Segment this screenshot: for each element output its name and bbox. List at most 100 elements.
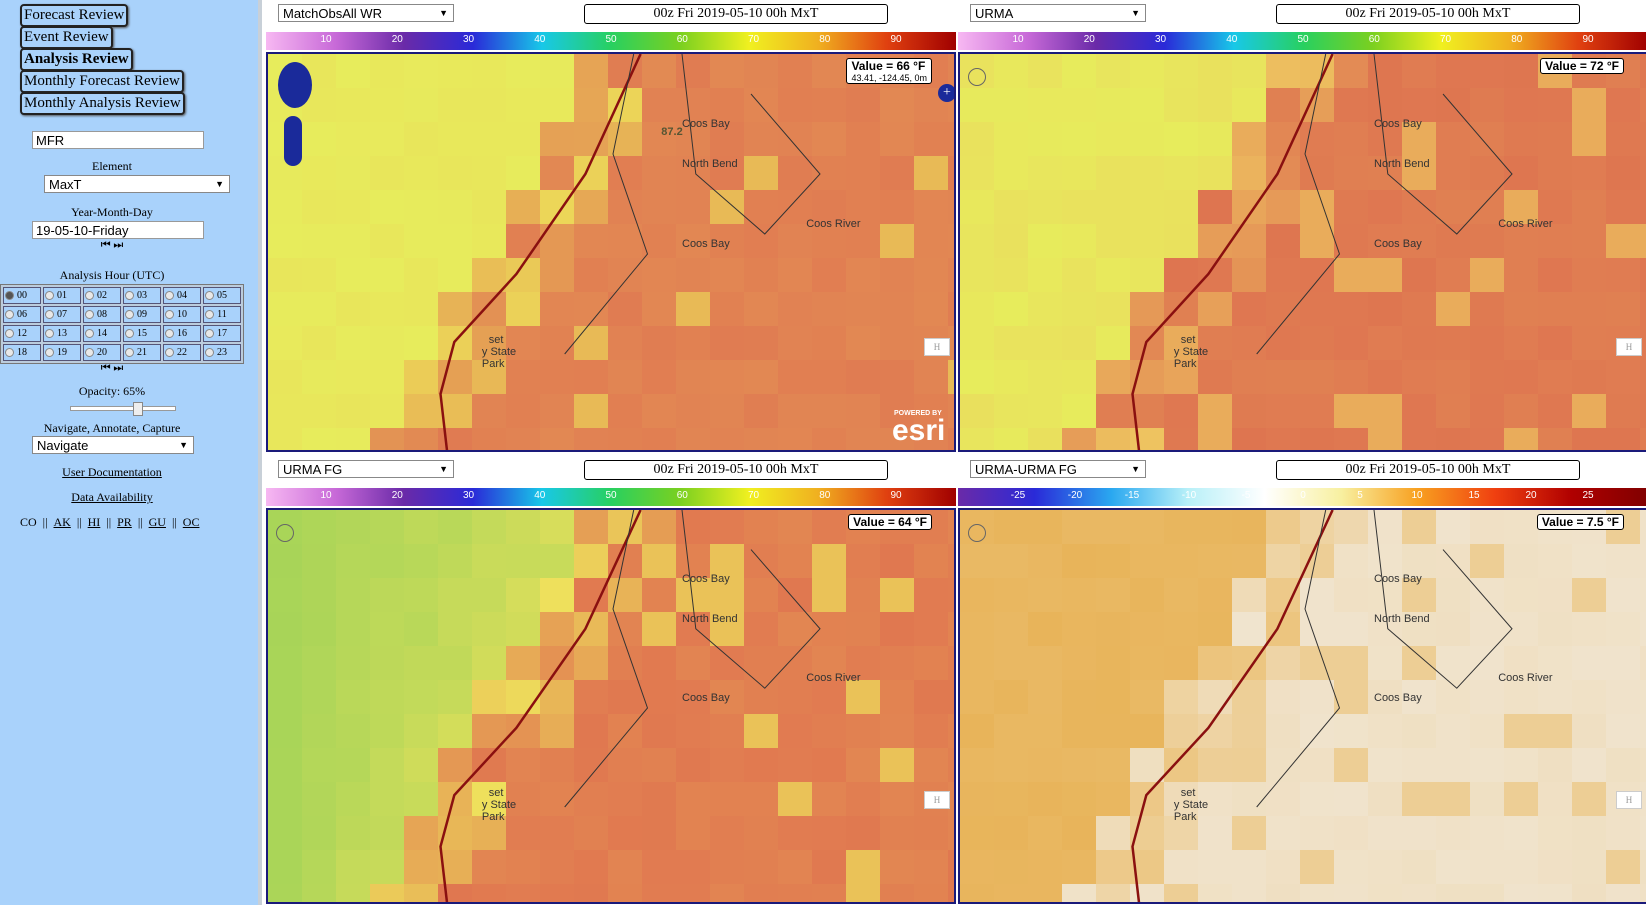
region-link[interactable]: AK [53, 515, 71, 529]
radio[interactable] [5, 329, 14, 338]
layer-select[interactable]: URMA-URMA FG [970, 460, 1146, 478]
marker-h: H [924, 338, 950, 356]
map-cell [540, 292, 574, 326]
layer-select[interactable]: URMA FG [278, 460, 454, 478]
map-cell [1266, 428, 1300, 450]
locate-button[interactable] [968, 68, 986, 86]
layer-select[interactable]: MatchObsAll WR [278, 4, 454, 22]
map-cell [1436, 54, 1470, 88]
hour-option[interactable]: 21 [123, 344, 161, 361]
map-panel: URMA FG 00z Fri 2019-05-10 00h MxT 10 20 30 4… [266, 456, 956, 905]
region-link[interactable]: OC [182, 515, 200, 529]
hour-option[interactable]: 20 [83, 344, 121, 361]
hour-option[interactable]: 04 [163, 287, 201, 304]
map-cell [1368, 612, 1402, 646]
map-cell [1402, 714, 1436, 748]
hour-option[interactable]: 03 [123, 287, 161, 304]
mode-select[interactable]: Navigate [32, 436, 194, 454]
hour-option[interactable]: 19 [43, 344, 81, 361]
radio[interactable] [205, 348, 214, 357]
radio[interactable] [165, 348, 174, 357]
map-cell [336, 88, 370, 122]
doc-link[interactable]: User Documentation [62, 465, 162, 479]
hour-option[interactable]: 22 [163, 344, 201, 361]
map-cell [960, 326, 994, 360]
map-cell [1062, 578, 1096, 612]
map-cell [994, 190, 1028, 224]
hour-option[interactable]: 18 [3, 344, 41, 361]
region-link[interactable]: CO [20, 515, 37, 529]
add-button[interactable]: + [938, 84, 954, 102]
nav-button[interactable]: Forecast Review [20, 4, 129, 27]
map-cell [472, 680, 506, 714]
hour-option[interactable]: 14 [83, 325, 121, 342]
hour-option[interactable]: 09 [123, 306, 161, 323]
radio[interactable] [125, 310, 134, 319]
locate-button[interactable] [968, 524, 986, 542]
region-link[interactable]: GU [148, 515, 166, 529]
hour-option[interactable]: 01 [43, 287, 81, 304]
date-input[interactable]: 19-05-10-Friday [32, 221, 204, 239]
radio[interactable] [45, 291, 54, 300]
radio[interactable] [85, 348, 94, 357]
radio[interactable] [5, 310, 14, 319]
hour-option[interactable]: 08 [83, 306, 121, 323]
site-input[interactable]: MFR [32, 131, 204, 149]
map-cell [608, 224, 642, 258]
map-cell [710, 612, 744, 646]
radio[interactable] [165, 310, 174, 319]
radio[interactable] [5, 348, 14, 357]
region-link[interactable]: HI [87, 515, 101, 529]
region-link[interactable]: PR [117, 515, 132, 529]
radio[interactable] [85, 310, 94, 319]
map-cell [1300, 748, 1334, 782]
layer-select[interactable]: URMA [970, 4, 1146, 22]
hour-option[interactable]: 05 [203, 287, 241, 304]
radio[interactable] [125, 348, 134, 357]
hour-option[interactable]: 16 [163, 325, 201, 342]
hour-option[interactable]: 11 [203, 306, 241, 323]
place-label: Coos Bay [682, 573, 730, 586]
hour-option[interactable]: 23 [203, 344, 241, 361]
map-cell [1470, 544, 1504, 578]
element-select[interactable]: MaxT [44, 175, 230, 193]
radio[interactable] [85, 329, 94, 338]
map-cell [1368, 884, 1402, 902]
hour-option[interactable]: 10 [163, 306, 201, 323]
hour-option[interactable]: 00 [3, 287, 41, 304]
hour-option[interactable]: 13 [43, 325, 81, 342]
hour-option[interactable]: 15 [123, 325, 161, 342]
radio[interactable] [125, 329, 134, 338]
radio[interactable] [205, 329, 214, 338]
radio[interactable] [125, 291, 134, 300]
hour-option[interactable]: 07 [43, 306, 81, 323]
locate-button[interactable] [276, 524, 294, 542]
hour-option[interactable]: 12 [3, 325, 41, 342]
map-cell [1470, 612, 1504, 646]
radio[interactable] [165, 329, 174, 338]
place-label: Coos Bay [1374, 573, 1422, 586]
zoom-control[interactable] [284, 116, 302, 166]
radio[interactable] [165, 291, 174, 300]
nav-button[interactable]: Analysis Review [20, 48, 133, 71]
nav-button[interactable]: Monthly Analysis Review [20, 92, 185, 115]
nav-button[interactable]: Event Review [20, 26, 113, 49]
radio[interactable] [45, 310, 54, 319]
doc-link[interactable]: Data Availability [71, 490, 153, 504]
opacity-slider[interactable] [70, 402, 176, 416]
map-image [268, 510, 954, 902]
map-cell [268, 360, 302, 394]
hour-option[interactable]: 06 [3, 306, 41, 323]
radio[interactable] [205, 310, 214, 319]
radio[interactable] [45, 329, 54, 338]
radio[interactable] [205, 291, 214, 300]
hour-option[interactable]: 17 [203, 325, 241, 342]
map-cell [438, 748, 472, 782]
nav-control[interactable] [278, 62, 312, 108]
radio[interactable] [5, 291, 14, 300]
radio[interactable] [45, 348, 54, 357]
radio[interactable] [85, 291, 94, 300]
nav-button[interactable]: Monthly Forecast Review [20, 70, 184, 93]
map-cell [404, 850, 438, 884]
hour-option[interactable]: 02 [83, 287, 121, 304]
